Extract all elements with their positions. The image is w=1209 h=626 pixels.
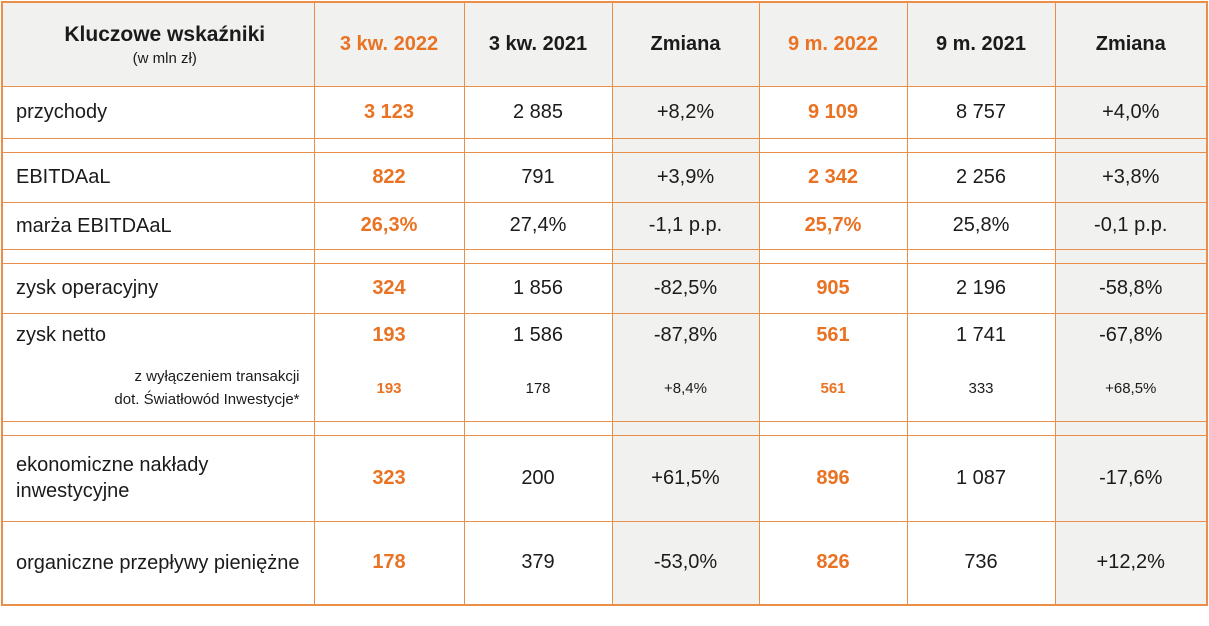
cell-3kw2022: 323 xyxy=(313,434,465,522)
cell-3kw2021: 27,4% xyxy=(463,201,613,250)
row-zysk-operacyjny: zysk operacyjny 324 1 856 -82,5% 905 2 1… xyxy=(1,262,1208,314)
cell-zmiana-9m: -17,6% xyxy=(1054,434,1208,522)
cell-zmiana-q: +8,2% xyxy=(611,85,760,139)
kpi-table: Kluczowe wskaźniki (w mln zł) 3 kw. 2022… xyxy=(1,1,1208,606)
cell-zmiana-9m: -67,8% xyxy=(1054,312,1208,357)
cell-3kw2022: 324 xyxy=(313,262,465,314)
cell-9m2021: 25,8% xyxy=(906,201,1056,250)
cell-3kw2021: 1 856 xyxy=(463,262,613,314)
cell-zmiana-q: -87,8% xyxy=(611,312,760,357)
cell-9m2022: 905 xyxy=(758,262,908,314)
row-label: EBITDAaL xyxy=(1,151,315,203)
cell-zmiana-9m: +68,5% xyxy=(1054,357,1208,422)
cell-zmiana-9m: +4,0% xyxy=(1054,85,1208,139)
cell-zmiana-9m: -0,1 p.p. xyxy=(1054,201,1208,250)
row-zysk-netto-excl-swiatlowod: z wyłączeniem transakcji dot. Światłowód… xyxy=(1,357,1208,422)
row-sublabel: z wyłączeniem transakcji dot. Światłowód… xyxy=(1,357,315,422)
cell-zmiana-q: -82,5% xyxy=(611,262,760,314)
cell-3kw2021: 379 xyxy=(463,520,613,606)
cell-3kw2021: 791 xyxy=(463,151,613,203)
col-header-zmiana-q: Zmiana xyxy=(611,1,760,87)
row-sublabel-line1: z wyłączeniem transakcji xyxy=(134,368,300,386)
cell-3kw2022: 193 xyxy=(313,312,465,357)
cell-9m2021: 8 757 xyxy=(906,85,1056,139)
cell-zmiana-q: +3,9% xyxy=(611,151,760,203)
col-header-3kw-2022: 3 kw. 2022 xyxy=(313,1,465,87)
cell-zmiana-9m: -58,8% xyxy=(1054,262,1208,314)
row-sublabel-line2: dot. Światłowód Inwestycje* xyxy=(114,390,300,408)
col-header-zmiana-9m: Zmiana xyxy=(1054,1,1208,87)
cell-zmiana-q: -53,0% xyxy=(611,520,760,606)
row-label: ekonomiczne nakłady inwestycyjne xyxy=(1,434,315,522)
cell-9m2022: 561 xyxy=(758,357,908,422)
row-ebitdaal: EBITDAaL 822 791 +3,9% 2 342 2 256 +3,8% xyxy=(1,151,1208,203)
cell-9m2021: 2 196 xyxy=(906,262,1056,314)
cell-zmiana-9m: +12,2% xyxy=(1054,520,1208,606)
cell-3kw2022: 3 123 xyxy=(313,85,465,139)
cell-3kw2021: 200 xyxy=(463,434,613,522)
col-header-9m-2022: 9 m. 2022 xyxy=(758,1,908,87)
spacer-row xyxy=(1,248,1208,264)
table-title-cell: Kluczowe wskaźniki (w mln zł) xyxy=(1,1,315,87)
cell-3kw2021: 178 xyxy=(463,357,613,422)
col-header-3kw-2021: 3 kw. 2021 xyxy=(463,1,613,87)
row-label: zysk netto xyxy=(1,312,315,357)
cell-zmiana-q: +61,5% xyxy=(611,434,760,522)
row-przychody: przychody 3 123 2 885 +8,2% 9 109 8 757 … xyxy=(1,85,1208,139)
cell-9m2022: 9 109 xyxy=(758,85,908,139)
row-label: zysk operacyjny xyxy=(1,262,315,314)
row-ekonomiczne-naklady: ekonomiczne nakłady inwestycyjne 323 200… xyxy=(1,434,1208,522)
cell-9m2021: 333 xyxy=(906,357,1056,422)
cell-3kw2022: 26,3% xyxy=(313,201,465,250)
cell-9m2022: 896 xyxy=(758,434,908,522)
header-row: Kluczowe wskaźniki (w mln zł) 3 kw. 2022… xyxy=(1,1,1208,87)
spacer-row xyxy=(1,420,1208,436)
cell-3kw2021: 1 586 xyxy=(463,312,613,357)
cell-3kw2022: 822 xyxy=(313,151,465,203)
cell-3kw2022: 178 xyxy=(313,520,465,606)
row-organiczne-przeplywy: organiczne przepływy pieniężne 178 379 -… xyxy=(1,520,1208,606)
cell-9m2021: 736 xyxy=(906,520,1056,606)
cell-zmiana-q: -1,1 p.p. xyxy=(611,201,760,250)
table-unit-subtitle: (w mln zł) xyxy=(132,49,197,67)
row-marza-ebitdaal: marża EBITDAaL 26,3% 27,4% -1,1 p.p. 25,… xyxy=(1,201,1208,250)
row-zysk-netto: zysk netto 193 1 586 -87,8% 561 1 741 -6… xyxy=(1,312,1208,357)
cell-3kw2022: 193 xyxy=(313,357,465,422)
row-label: marża EBITDAaL xyxy=(1,201,315,250)
cell-9m2022: 561 xyxy=(758,312,908,357)
cell-9m2021: 2 256 xyxy=(906,151,1056,203)
col-header-9m-2021: 9 m. 2021 xyxy=(906,1,1056,87)
row-label: organiczne przepływy pieniężne xyxy=(1,520,315,606)
cell-3kw2021: 2 885 xyxy=(463,85,613,139)
cell-zmiana-q: +8,4% xyxy=(611,357,760,422)
cell-9m2022: 826 xyxy=(758,520,908,606)
cell-9m2021: 1 741 xyxy=(906,312,1056,357)
cell-zmiana-9m: +3,8% xyxy=(1054,151,1208,203)
cell-9m2021: 1 087 xyxy=(906,434,1056,522)
row-label: przychody xyxy=(1,85,315,139)
spacer-row xyxy=(1,137,1208,153)
table-title: Kluczowe wskaźniki xyxy=(64,22,266,46)
cell-9m2022: 2 342 xyxy=(758,151,908,203)
cell-9m2022: 25,7% xyxy=(758,201,908,250)
